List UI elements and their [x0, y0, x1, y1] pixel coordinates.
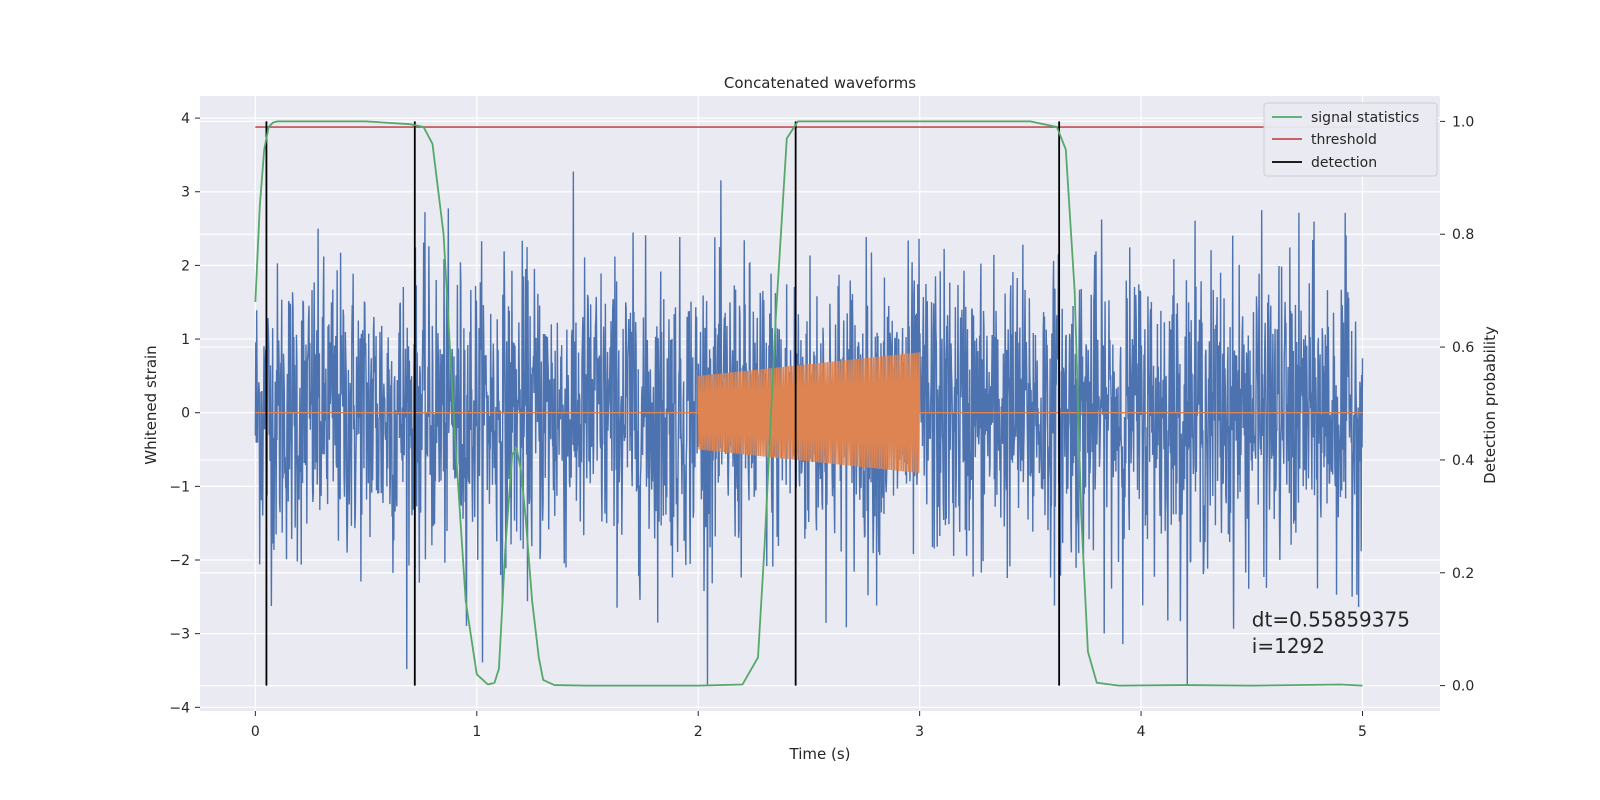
- x-axis-ticks: 0 1 2 3 4 5: [251, 711, 1367, 740]
- y-axis-ticks: 4 3 2 1 0 −1 −2 −3 −4: [169, 111, 200, 716]
- y-tick-label-3: 1: [181, 332, 190, 348]
- waveform-line: [255, 352, 1363, 474]
- y2-tick-label-3: 0.4: [1452, 453, 1474, 469]
- annotation-1: i=1292: [1252, 634, 1325, 658]
- noise-series: [254, 171, 1364, 686]
- waveform-series: [255, 352, 1363, 474]
- y2-tick-label-0: 1.0: [1452, 114, 1474, 130]
- legend-label-detection: detection: [1311, 155, 1377, 171]
- y-tick-label-0: 4: [181, 111, 190, 127]
- x-tick-label-5: 5: [1358, 724, 1367, 740]
- y-tick-label-8: −4: [169, 700, 190, 716]
- x-tick-label-0: 0: [251, 724, 260, 740]
- chart-title: Concatenated waveforms: [724, 74, 916, 92]
- y-tick-label-4: 0: [181, 406, 190, 422]
- y2-tick-label-4: 0.2: [1452, 566, 1474, 582]
- legend: signal statistics threshold detection: [1263, 102, 1438, 177]
- noise-line: [254, 171, 1364, 686]
- y2-axis-label: Detection probability: [1481, 326, 1499, 484]
- legend-box: [1263, 102, 1438, 177]
- y-tick-label-1: 3: [181, 185, 190, 201]
- detection-series: [265, 121, 1061, 686]
- legend-label-signal-statistics: signal statistics: [1311, 110, 1419, 126]
- x-tick-label-3: 3: [915, 724, 924, 740]
- x-tick-label-4: 4: [1137, 724, 1146, 740]
- annotation-0: dt=0.55859375: [1252, 607, 1410, 631]
- x-axis-label: Time (s): [789, 745, 851, 763]
- y2-tick-label-2: 0.6: [1452, 340, 1474, 356]
- y-tick-label-5: −1: [169, 479, 190, 495]
- y2-tick-label-5: 0.0: [1452, 679, 1474, 695]
- signal-statistics-line: [254, 120, 1363, 687]
- y2-tick-label-1: 0.8: [1452, 227, 1474, 243]
- y-axis-label: Whitened strain: [142, 345, 160, 464]
- x-tick-label-2: 2: [694, 724, 703, 740]
- y2-axis-ticks: 1.0 0.8 0.6 0.4 0.2 0.0: [1440, 114, 1474, 695]
- annotations: dt=0.55859375 i=1292: [1252, 607, 1410, 658]
- y-tick-label-7: −3: [169, 627, 190, 643]
- signal-statistics-series: [254, 120, 1363, 687]
- legend-label-threshold: threshold: [1311, 132, 1377, 148]
- x-tick-label-1: 1: [472, 724, 481, 740]
- y-tick-label-6: −2: [169, 553, 190, 569]
- y-tick-label-2: 2: [181, 258, 190, 274]
